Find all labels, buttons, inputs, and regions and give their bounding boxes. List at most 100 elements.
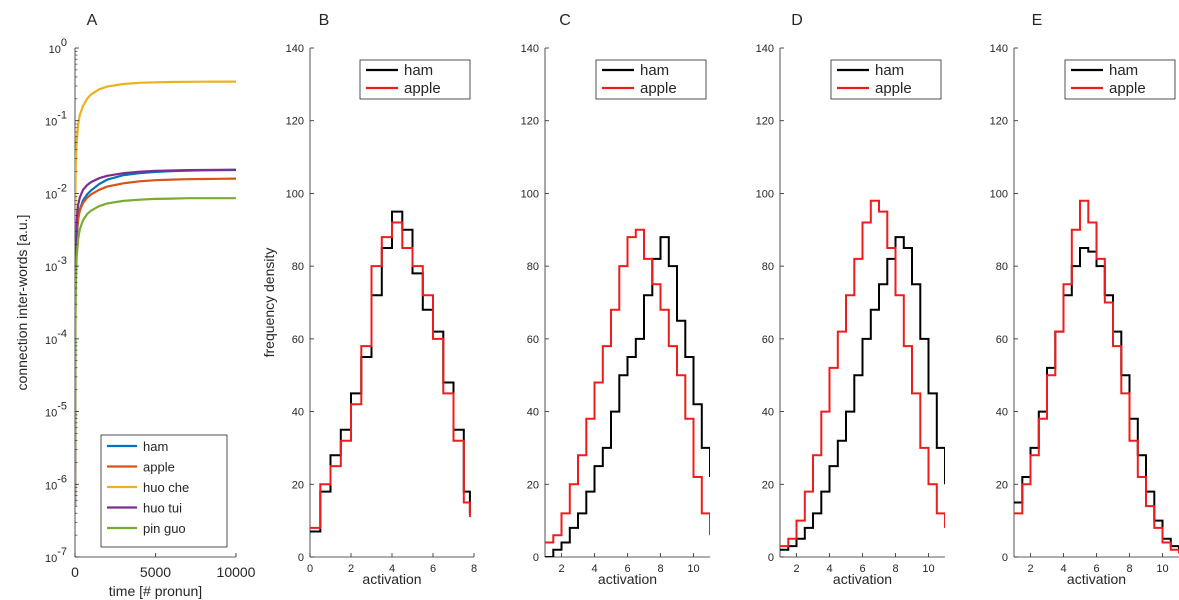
- y-tick-label: 40: [996, 407, 1008, 419]
- data-area: [545, 228, 710, 557]
- series-line-apple: [545, 228, 710, 544]
- y-axis-label: connection inter-words [a.u.]: [14, 215, 30, 391]
- y-tick-label: 100: [990, 188, 1008, 200]
- x-tick-label: 2: [793, 563, 799, 575]
- x-tick-label: 4: [591, 563, 597, 575]
- y-tick-label: 60: [762, 334, 774, 346]
- x-tick-label: 10000: [217, 564, 256, 580]
- legend-label: ham: [640, 62, 669, 79]
- legend-box: [359, 59, 471, 100]
- legend-label: ham: [143, 439, 168, 454]
- legend-label: ham: [875, 62, 904, 79]
- legend-label: ham: [404, 62, 433, 79]
- legend-label: apple: [875, 80, 912, 97]
- y-tick-label: 20: [996, 479, 1008, 491]
- x-tick-label: 6: [859, 563, 865, 575]
- legend-label: ham: [1109, 62, 1138, 79]
- series-line-apple: [780, 199, 945, 548]
- y-tick-label: 20: [762, 479, 774, 491]
- legend-label: huo che: [143, 480, 189, 495]
- x-axis-label: activation: [598, 571, 657, 587]
- y-tick-label: 10-3: [45, 255, 67, 274]
- panel-label: B: [319, 12, 330, 29]
- y-tick-label: 120: [521, 116, 539, 128]
- legend-label: pin guo: [143, 521, 186, 536]
- panel-d: 0 20 40 60 80 100 120 140 2 4 6 8 10 activation Dhamap…: [756, 12, 945, 587]
- y-tick-label: 140: [521, 43, 539, 55]
- y-tick-label: 120: [990, 116, 1008, 128]
- x-axis-label: activation: [1067, 571, 1126, 587]
- legend-box: [595, 59, 707, 100]
- panel-label: E: [1032, 12, 1043, 29]
- x-tick-label: 4: [826, 563, 832, 575]
- x-tick-label: 2: [558, 563, 564, 575]
- x-tick-label: 2: [348, 563, 354, 575]
- y-tick-label: 120: [756, 116, 774, 128]
- series-line-ham: [1014, 247, 1179, 550]
- panel-label: A: [87, 12, 98, 29]
- y-tick-label: 140: [756, 43, 774, 55]
- legend-label: apple: [1109, 80, 1146, 97]
- panel-e: 0 20 40 60 80 100 120 140 2 4 6 8 10 activation Ehamap…: [990, 12, 1179, 587]
- panel-label: D: [791, 12, 803, 29]
- y-tick-label: 60: [527, 334, 539, 346]
- y-tick-label: 10-7: [45, 546, 67, 565]
- y-tick-label: 10-6: [45, 473, 67, 492]
- panel-b: 0 20 40 60 80 100 120 140 0 2 4 6 8 activation frequen…: [261, 12, 477, 587]
- x-tick-label: 6: [624, 563, 630, 575]
- y-tick-label: 10-1: [45, 110, 67, 129]
- panel-label: C: [559, 12, 571, 29]
- series-line-ham: [310, 210, 471, 533]
- legend-label: apple: [640, 80, 677, 97]
- legend-label: apple: [143, 460, 175, 475]
- y-tick-label: 20: [292, 479, 304, 491]
- panel-a: 10-7 10-6 10-5 10-4 10-3 10-2 10-1 100 0 5000 1000…: [14, 12, 256, 599]
- panel-c: 0 20 40 60 80 100 120 140 2 4 6 8 10 activation Chamap…: [521, 12, 710, 587]
- x-tick-label: 8: [657, 563, 663, 575]
- y-tick-label: 0: [298, 552, 304, 564]
- y-tick-label: 0: [1002, 552, 1008, 564]
- x-tick-label: 5000: [140, 564, 171, 580]
- x-tick-label: 10: [922, 563, 934, 575]
- data-area: [310, 210, 471, 533]
- y-tick-label: 120: [286, 116, 304, 128]
- y-tick-label: 40: [292, 407, 304, 419]
- y-tick-label: 60: [996, 334, 1008, 346]
- y-tick-label: 100: [49, 37, 67, 56]
- y-tick-label: 10-2: [45, 182, 67, 201]
- y-tick-label: 100: [756, 188, 774, 200]
- legend-label: apple: [404, 80, 441, 97]
- y-tick-label: 100: [286, 188, 304, 200]
- data-area: [1014, 199, 1179, 554]
- x-tick-label: 2: [1027, 563, 1033, 575]
- y-tick-label: 140: [286, 43, 304, 55]
- y-tick-label: 40: [527, 407, 539, 419]
- x-tick-label: 6: [430, 563, 436, 575]
- x-tick-label: 10: [1156, 563, 1168, 575]
- series-line-ham: [780, 236, 945, 551]
- legend-box: [830, 59, 942, 100]
- x-tick-label: 0: [71, 564, 79, 580]
- legend: ham apple huo che huo tui pin guo: [100, 434, 228, 548]
- legend-label: huo tui: [143, 501, 182, 516]
- y-tick-label: 100: [521, 188, 539, 200]
- x-tick-label: 6: [1093, 563, 1099, 575]
- y-tick-label: 0: [768, 552, 774, 564]
- data-area: [780, 199, 945, 551]
- x-axis-label: time [# pronun]: [109, 583, 202, 599]
- x-tick-label: 4: [389, 563, 395, 575]
- x-tick-label: 4: [1060, 563, 1066, 575]
- y-tick-label: 80: [996, 261, 1008, 273]
- x-tick-label: 8: [1126, 563, 1132, 575]
- series-line-apple: [310, 221, 471, 529]
- x-tick-label: 10: [687, 563, 699, 575]
- y-tick-label: 10-5: [45, 401, 67, 420]
- x-axis-label: activation: [362, 571, 421, 587]
- series-line-ham: [545, 236, 710, 557]
- series-line-huo-tui: [75, 168, 236, 507]
- x-axis-label: activation: [833, 571, 892, 587]
